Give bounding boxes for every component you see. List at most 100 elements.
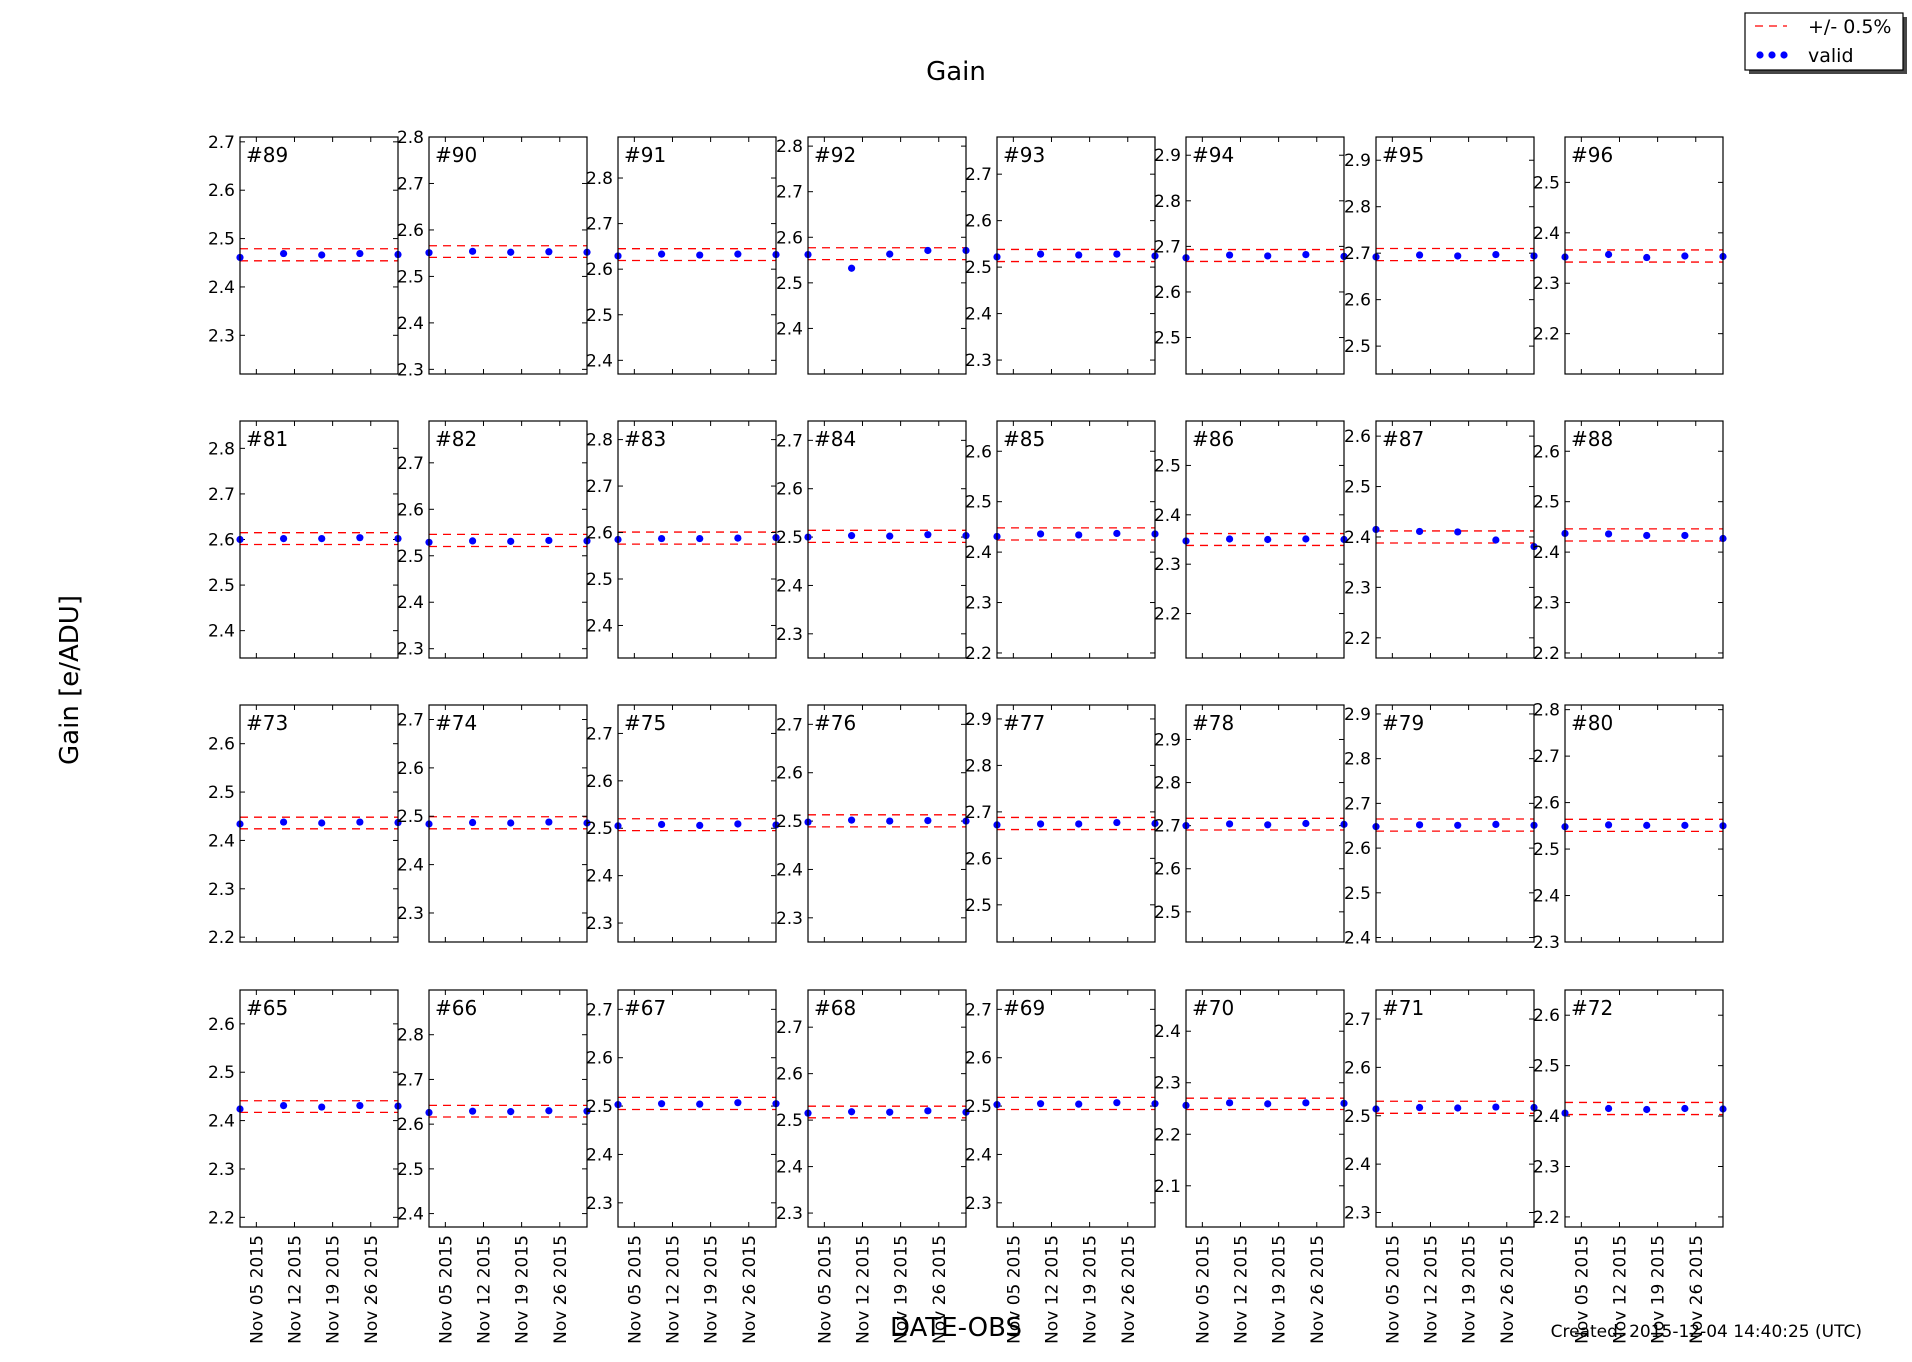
y-tick-label: 2.6 xyxy=(776,228,803,248)
panel-label: #91 xyxy=(624,143,666,167)
panel: 2.5 2.6 2.7 2.8 2.9 #95 xyxy=(1344,136,1538,375)
data-point xyxy=(468,1107,477,1115)
panel-frame xyxy=(239,136,399,375)
panel-label: #68 xyxy=(814,996,856,1020)
y-tick-label: 2.5 xyxy=(586,570,613,590)
data-point xyxy=(1225,535,1234,543)
y-tick-label: 2.5 xyxy=(397,807,424,827)
data-point xyxy=(1681,821,1689,829)
legend-label-band: +/- 0.5% xyxy=(1808,16,1892,38)
data-point xyxy=(1415,1103,1424,1112)
y-tick-label: 2.3 xyxy=(397,360,424,380)
y-tick-label: 2.4 xyxy=(1154,1022,1181,1042)
y-tick-label: 2.9 xyxy=(965,710,992,730)
data-point xyxy=(356,249,364,258)
y-tick-label: 2.5 xyxy=(1154,456,1181,476)
x-tick-label: Nov 19 2015 xyxy=(1081,1235,1101,1344)
panel: 2.1 2.2 2.3 2.4 Nov 05 2015 Nov 12 2015 Nov 19… xyxy=(1154,989,1348,1344)
panel-frame xyxy=(617,136,777,375)
data-point xyxy=(507,537,515,545)
data-point xyxy=(1075,1100,1083,1108)
data-point xyxy=(1113,818,1121,827)
panel-label: #72 xyxy=(1571,996,1613,1020)
y-tick-label: 2.2 xyxy=(1154,605,1181,625)
y-tick-label: 2.8 xyxy=(586,169,613,189)
panel-label: #79 xyxy=(1382,711,1424,735)
y-tick-label: 2.4 xyxy=(1533,224,1560,244)
data-point xyxy=(1302,1099,1310,1107)
y-tick-label: 2.2 xyxy=(1533,325,1560,345)
data-point xyxy=(279,534,288,543)
panel: 2.3 2.4 2.5 2.6 2.7 Nov 05 2015 Nov 12 2015 Nov… xyxy=(776,989,970,1344)
y-tick-label: 2.7 xyxy=(586,1000,613,1020)
panel: 2.5 2.6 2.7 2.8 2.9 #77 xyxy=(965,704,1159,943)
data-point xyxy=(1113,1099,1121,1107)
data-point xyxy=(1415,527,1424,536)
data-point xyxy=(886,532,894,540)
data-point xyxy=(657,1100,666,1108)
data-point xyxy=(545,536,553,545)
x-tick-label: Nov 19 2015 xyxy=(1649,1235,1669,1344)
panel-frame xyxy=(807,989,967,1228)
data-point xyxy=(318,819,326,827)
y-tick-label: 2.9 xyxy=(1154,146,1181,166)
y-tick-label: 2.4 xyxy=(586,867,613,887)
y-tick-label: 2.4 xyxy=(208,831,235,851)
y-tick-label: 2.8 xyxy=(1344,750,1371,770)
y-tick-label: 2.3 xyxy=(1533,1157,1560,1177)
panel: 2.4 2.5 2.6 2.7 2.8 2.9 #79 xyxy=(1344,704,1538,949)
y-tick-label: 2.3 xyxy=(586,914,613,934)
y-tick-label: 2.6 xyxy=(1344,427,1371,447)
panel: 2.3 2.4 2.5 2.6 2.7 #82 xyxy=(397,420,591,660)
x-tick-label: Nov 05 2015 xyxy=(436,1235,456,1344)
legend-label-valid: valid xyxy=(1808,45,1854,67)
data-point xyxy=(507,248,515,256)
data-point xyxy=(1036,1100,1045,1108)
data-point xyxy=(696,821,704,829)
data-point xyxy=(1643,821,1651,829)
y-tick-label: 2.2 xyxy=(1533,644,1560,664)
y-tick-label: 2.6 xyxy=(586,772,613,792)
panel-grid: 2.32.42.52.62.7#892.32.42.52.62.72.8#902… xyxy=(208,128,1727,1344)
panel: 2.3 2.4 2.5 2.6 2.7 #76 xyxy=(776,704,970,943)
x-tick-label: Nov 26 2015 xyxy=(1308,1235,1328,1344)
y-tick-label: 2.5 xyxy=(586,819,613,839)
data-point xyxy=(1036,530,1045,538)
y-tick-label: 2.3 xyxy=(208,326,235,346)
y-tick-label: 2.4 xyxy=(208,1112,235,1132)
y-tick-label: 2.7 xyxy=(208,133,235,153)
y-tick-label: 2.3 xyxy=(776,909,803,929)
data-point xyxy=(657,250,666,258)
panel-frame xyxy=(239,704,399,943)
panel-label: #87 xyxy=(1382,427,1424,451)
y-tick-label: 2.7 xyxy=(965,1000,992,1020)
x-tick-label: Nov 26 2015 xyxy=(1498,1235,1518,1344)
data-point xyxy=(1681,531,1689,540)
y-tick-label: 2.4 xyxy=(397,593,424,613)
y-tick-label: 2.2 xyxy=(208,1208,235,1228)
y-tick-label: 2.7 xyxy=(1344,244,1371,264)
panel-label: #92 xyxy=(814,143,856,167)
x-tick-label: Nov 26 2015 xyxy=(551,1235,571,1344)
x-tick-label: Nov 05 2015 xyxy=(815,1235,835,1344)
data-point xyxy=(545,1107,553,1115)
data-point xyxy=(696,1100,704,1108)
y-tick-label: 2.6 xyxy=(397,1115,424,1135)
data-point xyxy=(318,1103,326,1111)
y-tick-label: 2.8 xyxy=(965,756,992,776)
y-tick-label: 2.6 xyxy=(208,735,235,755)
panel-frame xyxy=(1185,989,1345,1228)
panel: 2.2 2.3 2.4 2.5 2.6 #85 xyxy=(965,420,1159,664)
y-tick-label: 2.5 xyxy=(208,1063,235,1083)
panel-label: #89 xyxy=(246,143,288,167)
panel-frame xyxy=(239,989,399,1228)
x-tick-label: Nov 12 2015 xyxy=(1231,1235,1251,1344)
panel-frame xyxy=(1185,704,1345,943)
panel: 2.2 2.3 2.4 2.5 2.6 Nov 05 2015 Nov 12 2015 Nov… xyxy=(1533,989,1727,1344)
data-point xyxy=(1225,1099,1234,1107)
legend-box xyxy=(1744,12,1904,71)
y-tick-label: 2.4 xyxy=(1533,887,1560,907)
y-tick-label: 2.9 xyxy=(1344,151,1371,171)
data-point xyxy=(279,1101,288,1110)
